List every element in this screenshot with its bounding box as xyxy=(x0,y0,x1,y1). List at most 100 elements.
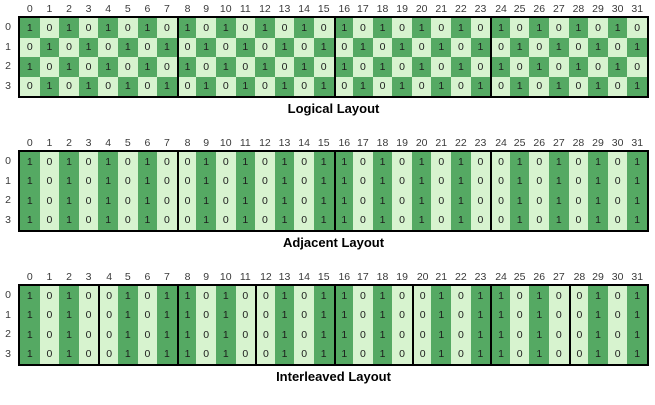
memory-cell: 0 xyxy=(215,171,236,191)
memory-cell: 0 xyxy=(157,57,177,77)
memory-cell: 1 xyxy=(196,76,216,96)
memory-cell: 1 xyxy=(59,152,79,172)
memory-cell: 1 xyxy=(196,171,216,191)
memory-cell: 0 xyxy=(411,37,432,57)
column-header: 6 xyxy=(144,3,151,15)
memory-cell: 1 xyxy=(431,37,452,57)
memory-cell: 1 xyxy=(215,57,236,77)
memory-cell: 1 xyxy=(215,305,236,325)
row-header: 2 xyxy=(5,328,11,340)
memory-cell: 1 xyxy=(372,57,393,77)
memory-cell: 1 xyxy=(411,191,432,211)
column-header: 18 xyxy=(376,3,389,15)
column-header: 7 xyxy=(164,271,170,283)
memory-cell: 1 xyxy=(157,286,177,306)
memory-cell: 1 xyxy=(588,305,608,325)
memory-cell: 0 xyxy=(451,37,471,57)
memory-cell: 0 xyxy=(529,37,550,57)
memory-cell: 0 xyxy=(39,210,60,230)
grid-caption: Adjacent Layout xyxy=(282,235,385,250)
memory-cell: 1 xyxy=(78,37,99,57)
memory-cell: 1 xyxy=(215,344,236,364)
memory-cell: 0 xyxy=(196,18,216,38)
column-header: 29 xyxy=(592,137,604,149)
row-header: 2 xyxy=(5,60,11,72)
column-header: 11 xyxy=(239,271,251,283)
memory-cell: 1 xyxy=(470,286,491,306)
memory-cell: 1 xyxy=(588,286,608,306)
memory-cell: 0 xyxy=(549,344,569,364)
memory-cell: 0 xyxy=(607,210,628,230)
memory-cell: 1 xyxy=(20,57,40,77)
memory-cell: 1 xyxy=(157,344,177,364)
memory-cell: 0 xyxy=(627,57,647,77)
memory-cell: 1 xyxy=(588,37,608,57)
memory-cell: 1 xyxy=(372,305,393,325)
memory-cell: 0 xyxy=(451,76,471,96)
memory-cell: 0 xyxy=(353,286,373,306)
memory-cell: 1 xyxy=(411,210,432,230)
memory-cell: 1 xyxy=(529,305,550,325)
memory-cell: 1 xyxy=(411,171,432,191)
memory-cell: 0 xyxy=(157,152,177,172)
column-header: 3 xyxy=(85,137,92,149)
memory-cell: 1 xyxy=(588,344,608,364)
column-header: 29 xyxy=(592,271,604,283)
memory-cell: 0 xyxy=(235,286,256,306)
memory-cell: 1 xyxy=(372,344,393,364)
memory-cell: 1 xyxy=(274,191,295,211)
memory-cell: 1 xyxy=(255,18,275,38)
memory-cell: 1 xyxy=(215,325,236,345)
memory-cell: 1 xyxy=(20,305,40,325)
memory-cell: 1 xyxy=(509,152,530,172)
column-header: 2 xyxy=(66,137,72,149)
column-header: 10 xyxy=(219,137,232,149)
memory-cell: 0 xyxy=(294,305,314,325)
memory-cell: 0 xyxy=(431,18,452,38)
memory-cell: 0 xyxy=(215,191,236,211)
memory-cell: 1 xyxy=(215,286,236,306)
memory-cell: 0 xyxy=(607,305,628,325)
memory-cell: 0 xyxy=(215,37,236,57)
memory-cell: 0 xyxy=(549,18,569,38)
memory-cell: 0 xyxy=(470,57,491,77)
memory-cell: 0 xyxy=(78,18,99,38)
memory-cell: 1 xyxy=(451,210,471,230)
memory-cell: 0 xyxy=(392,305,412,325)
memory-cell: 1 xyxy=(176,57,197,77)
memory-cell: 0 xyxy=(549,286,569,306)
memory-cell: 1 xyxy=(549,37,569,57)
memory-cell: 1 xyxy=(59,286,79,306)
memory-cell: 1 xyxy=(78,76,99,96)
memory-cell: 0 xyxy=(568,305,589,325)
column-header: 18 xyxy=(376,271,389,283)
memory-cell: 0 xyxy=(39,57,60,77)
memory-cell: 1 xyxy=(353,76,373,96)
memory-cell: 0 xyxy=(20,76,40,96)
memory-cell: 1 xyxy=(607,18,628,38)
memory-cell: 1 xyxy=(176,286,197,306)
memory-cell: 0 xyxy=(98,37,118,57)
column-header: 22 xyxy=(455,137,467,149)
memory-cell: 1 xyxy=(98,57,118,77)
memory-cell: 0 xyxy=(392,344,412,364)
row-header: 3 xyxy=(5,213,11,226)
column-header: 27 xyxy=(552,271,565,283)
memory-cell: 1 xyxy=(588,325,608,345)
memory-cell: 0 xyxy=(274,57,295,77)
memory-cell: 1 xyxy=(274,325,295,345)
memory-cell: 1 xyxy=(137,152,158,172)
memory-cell: 0 xyxy=(607,171,628,191)
memory-cell: 0 xyxy=(78,152,99,172)
memory-cell: 1 xyxy=(451,191,471,211)
memory-cell: 0 xyxy=(176,171,197,191)
memory-cell: 0 xyxy=(470,152,491,172)
memory-cell: 1 xyxy=(176,305,197,325)
memory-cell: 0 xyxy=(568,152,589,172)
memory-cell: 0 xyxy=(137,305,158,325)
memory-cell: 1 xyxy=(235,76,256,96)
memory-cell: 0 xyxy=(98,325,118,345)
memory-cell: 1 xyxy=(333,171,354,191)
